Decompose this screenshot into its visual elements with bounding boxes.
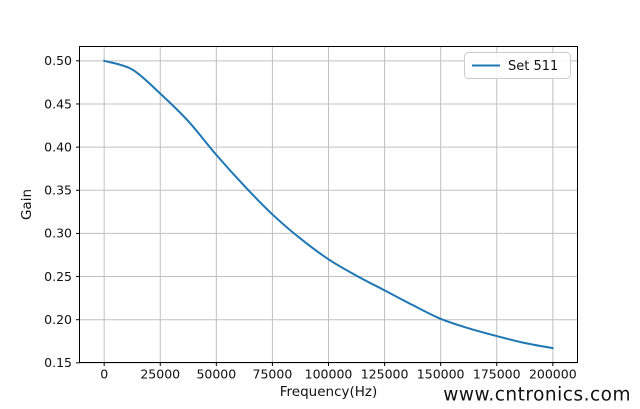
x-tick-label: 0 — [100, 367, 108, 382]
x-axis-label: Frequency(Hz) — [280, 384, 378, 400]
y-tick-label: 0.25 — [44, 269, 72, 284]
watermark: www.cntronics.com — [443, 385, 631, 406]
y-tick-label: 0.30 — [44, 226, 72, 241]
grid-layer — [79, 46, 578, 364]
x-tick-label: 150000 — [417, 367, 465, 382]
tick-layer: 0 25000 50000 75000 100000 125000 150000 175000… — [44, 53, 577, 381]
y-tick-label: 0.35 — [44, 183, 72, 198]
y-axis-label: Gain — [19, 189, 35, 220]
y-tick-label: 0.40 — [44, 139, 72, 154]
x-tick-label: 175000 — [473, 367, 521, 382]
x-tick-label: 125000 — [361, 367, 409, 382]
x-tick-label: 50000 — [196, 367, 236, 382]
y-tick-label: 0.15 — [44, 355, 72, 370]
x-tick-label: 100000 — [305, 367, 353, 382]
legend-box — [464, 52, 571, 79]
x-tick-label: 200000 — [529, 367, 577, 382]
legend-label: Set 511 — [508, 59, 558, 74]
y-tick-label: 0.20 — [44, 312, 72, 327]
series-layer — [103, 59, 554, 350]
legend: Set 511 — [464, 52, 571, 79]
y-tick-label: 0.45 — [44, 96, 72, 111]
y-tick-label: 0.50 — [44, 53, 72, 68]
x-tick-label: 25000 — [140, 367, 180, 382]
x-tick-label: 75000 — [253, 367, 293, 382]
